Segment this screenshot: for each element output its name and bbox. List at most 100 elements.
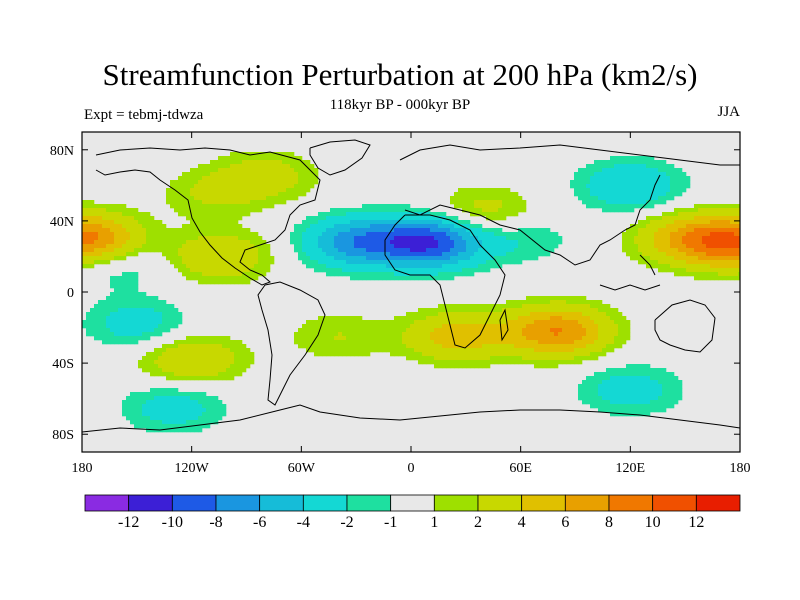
field-cell (218, 356, 223, 361)
field-cell (334, 332, 339, 337)
field-cell (158, 372, 163, 377)
field-cell (198, 344, 203, 349)
field-cell (522, 336, 527, 341)
field-cell (442, 360, 447, 365)
field-cell (622, 248, 627, 253)
field-cell (250, 240, 255, 245)
field-cell (374, 256, 379, 261)
field-cell (506, 244, 511, 249)
field-cell (578, 392, 583, 397)
field-cell (170, 236, 175, 241)
field-cell (326, 324, 331, 329)
field-cell (382, 268, 387, 273)
field-cell (450, 256, 455, 261)
field-cell (466, 348, 471, 353)
field-cell (194, 364, 199, 369)
field-cell (658, 196, 663, 201)
field-cell (366, 276, 371, 281)
field-cell (214, 208, 219, 213)
field-cell (638, 164, 643, 169)
field-cell (86, 316, 91, 321)
field-cell (242, 156, 247, 161)
field-cell (434, 364, 439, 369)
field-cell (666, 164, 671, 169)
field-cell (178, 320, 183, 325)
field-cell (182, 360, 187, 365)
field-cell (98, 212, 103, 217)
field-cell (526, 348, 531, 353)
field-cell (370, 260, 375, 265)
field-cell (414, 228, 419, 233)
field-cell (138, 296, 143, 301)
field-cell (206, 248, 211, 253)
field-cell (186, 256, 191, 261)
field-cell (646, 172, 651, 177)
field-cell (190, 172, 195, 177)
field-cell (230, 356, 235, 361)
field-cell (354, 224, 359, 229)
field-cell (502, 328, 507, 333)
field-cell (462, 232, 467, 237)
field-cell (94, 220, 99, 225)
field-cell (534, 332, 539, 337)
field-cell (534, 340, 539, 345)
field-cell (546, 252, 551, 257)
field-cell (198, 216, 203, 221)
field-cell (214, 168, 219, 173)
field-cell (238, 368, 243, 373)
field-cell (266, 168, 271, 173)
field-cell (206, 260, 211, 265)
field-cell (450, 312, 455, 317)
field-cell (614, 400, 619, 405)
field-cell (634, 376, 639, 381)
field-cell (462, 320, 467, 325)
field-cell (282, 168, 287, 173)
field-cell (214, 340, 219, 345)
field-cell (630, 372, 635, 377)
field-cell (110, 240, 115, 245)
field-cell (182, 428, 187, 433)
field-cell (482, 232, 487, 237)
field-cell (338, 248, 343, 253)
field-cell (206, 372, 211, 377)
field-cell (222, 168, 227, 173)
field-cell (334, 320, 339, 325)
field-cell (294, 244, 299, 249)
field-cell (330, 316, 335, 321)
field-cell (650, 372, 655, 377)
field-cell (406, 328, 411, 333)
field-cell (434, 236, 439, 241)
field-cell (358, 228, 363, 233)
field-cell (566, 336, 571, 341)
field-cell (710, 248, 715, 253)
field-cell (594, 184, 599, 189)
field-cell (726, 216, 731, 221)
field-cell (98, 320, 103, 325)
field-cell (730, 236, 735, 241)
field-cell (498, 228, 503, 233)
field-cell (470, 272, 475, 277)
field-cell (262, 184, 267, 189)
field-cell (430, 236, 435, 241)
field-cell (650, 240, 655, 245)
field-cell (498, 344, 503, 349)
field-cell (658, 240, 663, 245)
field-cell (98, 256, 103, 261)
field-cell (262, 196, 267, 201)
field-cell (462, 360, 467, 365)
field-cell (110, 212, 115, 217)
field-cell (642, 220, 647, 225)
field-cell (722, 268, 727, 273)
field-cell (454, 248, 459, 253)
field-cell (246, 264, 251, 269)
field-cell (578, 344, 583, 349)
field-cell (98, 232, 103, 237)
field-cell (338, 240, 343, 245)
field-cell (566, 324, 571, 329)
field-cell (198, 400, 203, 405)
field-cell (194, 220, 199, 225)
field-cell (382, 256, 387, 261)
field-cell (622, 160, 627, 165)
field-cell (514, 308, 519, 313)
field-cell (110, 228, 115, 233)
